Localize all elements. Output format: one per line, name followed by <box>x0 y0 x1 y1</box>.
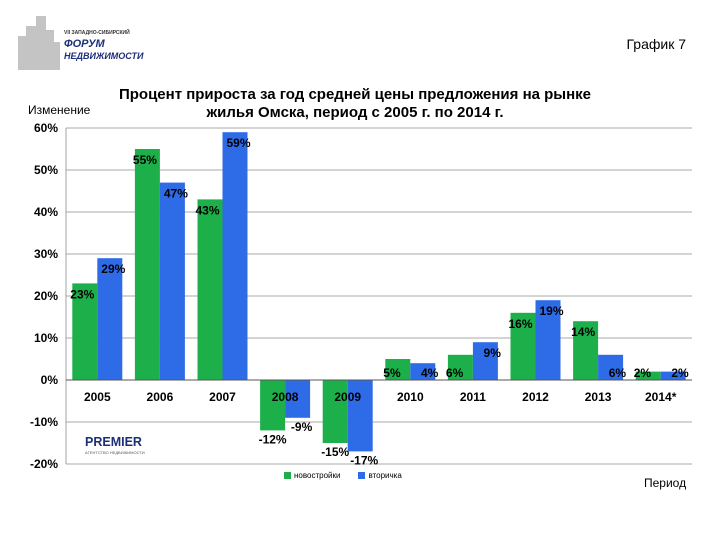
x-axis-label: Период <box>644 476 687 490</box>
x-tick-label: 2007 <box>209 390 236 404</box>
y-tick-labels: 60% 50% 40% 30% 20% 10% 0% -10% -20% <box>30 121 58 471</box>
chart-title: Процент прироста за год средней цены пре… <box>100 86 610 122</box>
data-label: 14% <box>571 325 595 339</box>
logo-line2: ФОРУМ <box>64 38 106 50</box>
chart-title-line1: Процент прироста за год средней цены пре… <box>118 86 592 103</box>
chart-title-line2: жилья Омска, период с 2005 г. по 2014 г. <box>206 104 504 121</box>
bar-new-buildings <box>322 380 348 443</box>
bar-secondary <box>535 300 561 380</box>
x-tick-label: 2012 <box>522 390 549 404</box>
data-label: -17% <box>350 453 378 467</box>
y-tick-label: 30% <box>34 247 58 261</box>
legend-label-secondary: вторичка <box>368 471 402 480</box>
data-label: 9% <box>484 346 502 360</box>
data-label: 47% <box>164 187 188 201</box>
data-label: -15% <box>321 445 349 459</box>
data-label: 43% <box>196 203 220 217</box>
data-labels: 23% 29% 55% 47% 43% 59% -12% -9% -15%-17% 5% 4% 6% 9… <box>70 136 689 467</box>
bar-secondary <box>347 380 373 452</box>
x-tick-labels: 2005 2006 2007 2008 2009 2010 2011 2012 2013 2014… <box>84 390 677 404</box>
bar-secondary <box>598 354 624 380</box>
data-label: 59% <box>226 136 250 150</box>
bar-secondary <box>472 342 498 380</box>
bar-secondary <box>97 258 123 380</box>
legend-swatch-secondary <box>358 472 366 479</box>
bar-new-buildings <box>510 312 536 380</box>
legend-swatch-new-buildings <box>284 472 291 479</box>
legend-item-new-buildings: новостройки <box>284 471 340 480</box>
y-tick-label: 20% <box>34 289 58 303</box>
bar-new-buildings <box>197 199 223 380</box>
data-label: 16% <box>509 317 533 331</box>
data-label: 6% <box>446 366 464 380</box>
bar-new-buildings <box>447 354 473 380</box>
data-label: 6% <box>609 366 627 380</box>
x-tick-label: 2009 <box>334 390 361 404</box>
data-label: 23% <box>70 287 94 301</box>
y-axis-label: Изменение <box>28 103 91 117</box>
forum-logo: VII ЗАПАДНО-СИБИРСКИЙ ФОРУМ НЕДВИЖИМОСТИ <box>18 16 144 70</box>
logo-line1: VII ЗАПАДНО-СИБИРСКИЙ <box>64 28 130 36</box>
x-tick-label: 2011 <box>460 390 486 404</box>
premier-logo: PREMIER АГЕНТСТВО НЕДВИЖИМОСТИ <box>85 435 145 455</box>
y-tick-label: 40% <box>34 205 58 219</box>
bar-new-buildings <box>635 371 661 380</box>
bar-secondary <box>410 363 436 380</box>
data-label: -9% <box>291 420 313 434</box>
graph-number: График 7 <box>626 36 686 52</box>
bar-secondary <box>222 132 248 380</box>
y-tick-label: 50% <box>34 163 58 177</box>
premier-logo-text: PREMIER <box>85 435 142 449</box>
bar-new-buildings <box>134 149 160 380</box>
bar-secondary <box>660 371 686 380</box>
premier-logo-subtext: АГЕНТСТВО НЕДВИЖИМОСТИ <box>85 450 145 455</box>
data-label: 55% <box>133 153 157 167</box>
data-label: 4% <box>421 366 439 380</box>
legend-label-new-buildings: новостройки <box>294 471 341 480</box>
bar-secondary <box>285 380 311 418</box>
building-silhouette-icon <box>18 16 60 70</box>
x-tick-label: 2014* <box>645 390 677 404</box>
x-tick-label: 2006 <box>147 390 174 404</box>
x-tick-label: 2013 <box>585 390 612 404</box>
y-tick-label: 60% <box>34 121 58 135</box>
y-tick-label: 10% <box>34 331 58 345</box>
data-label: 2% <box>671 366 689 380</box>
bar-new-buildings <box>385 359 411 380</box>
legend-item-secondary: вторичка <box>358 471 402 480</box>
y-tick-label: 0% <box>41 373 59 387</box>
x-tick-label: 2008 <box>272 390 299 404</box>
data-label: 5% <box>383 366 401 380</box>
bars <box>72 132 686 452</box>
data-label: -12% <box>259 432 287 446</box>
data-label: 19% <box>539 304 563 318</box>
data-label: 2% <box>634 366 652 380</box>
legend: новостройки вторичка <box>284 471 402 480</box>
bar-new-buildings <box>72 283 98 380</box>
data-label: 29% <box>101 262 125 276</box>
y-tick-label: -10% <box>30 415 58 429</box>
bar-secondary <box>159 182 185 380</box>
logo-line3: НЕДВИЖИМОСТИ <box>64 51 144 61</box>
x-tick-label: 2010 <box>397 390 424 404</box>
x-tick-label: 2005 <box>84 390 111 404</box>
bar-new-buildings <box>260 380 286 431</box>
bar-new-buildings <box>573 321 599 380</box>
y-tick-label: -20% <box>30 457 58 471</box>
